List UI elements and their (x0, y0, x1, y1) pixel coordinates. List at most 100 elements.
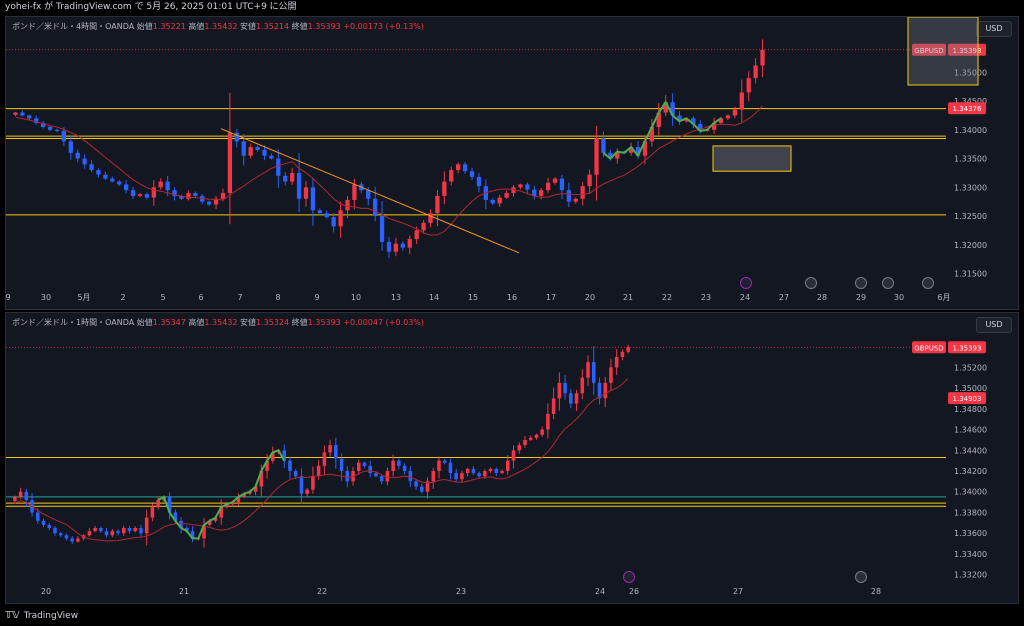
x-tick-label: 13 (391, 293, 401, 302)
price-marker-tag-bg (948, 102, 986, 115)
candle (339, 458, 344, 471)
candle (397, 460, 401, 466)
candle (684, 118, 689, 122)
x-tick-label: 30 (41, 293, 51, 302)
currency-button[interactable]: USD (976, 317, 1012, 333)
candle (127, 528, 132, 532)
candle (269, 155, 274, 159)
candle (234, 132, 239, 142)
candle (179, 520, 183, 529)
candle (425, 481, 430, 492)
candle (53, 528, 57, 534)
x-tick-label: 9 (6, 293, 11, 302)
candle (13, 496, 17, 502)
y-tick-label: 1.34000 (954, 126, 987, 135)
y-tick-label: 1.33200 (954, 571, 987, 580)
candle (379, 216, 385, 242)
y-tick-label: 1.33600 (954, 529, 987, 538)
candle (236, 496, 241, 503)
candle (476, 176, 482, 187)
candle (328, 445, 332, 453)
candle (374, 473, 378, 477)
last-price-tag-bg (948, 341, 986, 354)
y-tick-label: 1.34500 (954, 97, 987, 106)
candle (532, 189, 537, 196)
candle (460, 473, 464, 480)
candle (635, 147, 641, 156)
candle (137, 194, 143, 196)
candle (338, 210, 343, 227)
candle (64, 535, 69, 539)
candle (391, 460, 395, 471)
lightning-icon (740, 277, 752, 289)
candle (505, 460, 510, 471)
candle (47, 524, 52, 529)
price-chart-1h[interactable]: 1.35200 1.35000 1.34800 1.34600 1.34400 1.342… (6, 313, 1018, 603)
candle (82, 158, 87, 165)
x-tick-label: 27 (733, 587, 743, 596)
candle (36, 512, 40, 521)
candle (20, 112, 25, 116)
candle (718, 118, 724, 123)
candle (190, 531, 195, 539)
y-tick-label: 1.33800 (954, 508, 987, 517)
y-tick-label: 1.35000 (954, 68, 987, 77)
us-flag-icon (855, 277, 867, 289)
candle (311, 476, 315, 490)
currency-button[interactable]: USD (976, 21, 1012, 37)
symbol-title: ポンド／米ドル・1時間・OANDA (12, 318, 135, 327)
candle (68, 141, 73, 153)
price-chart-4h[interactable]: 1.35000 1.34500 1.34000 1.33500 1.33000 1.325… (6, 17, 1018, 309)
published-header: yohei-fx が TradingView.com で 5月 26, 2025… (5, 2, 297, 12)
candle (574, 393, 579, 404)
candle (213, 517, 218, 521)
candle (534, 434, 539, 438)
footer-brand[interactable]: 𝕋𝕍 TradingView (5, 608, 78, 624)
candle (255, 147, 260, 150)
y-tick-label: 1.34200 (954, 467, 987, 476)
symbol-info-4h: ポンド／米ドル・4時間・OANDA 始値1.35221 高値1.35432 安値… (12, 22, 424, 31)
candle (677, 115, 682, 122)
x-tick-label: 10 (351, 293, 361, 302)
y-tick-label: 1.34800 (954, 405, 987, 414)
us-flag-icon (882, 277, 894, 289)
candle (303, 187, 309, 199)
x-tick-label: 29 (856, 293, 866, 302)
x-tick-label: 8 (275, 293, 280, 302)
candle (213, 198, 219, 205)
candle (99, 528, 103, 532)
candle (89, 164, 94, 171)
candle (202, 524, 206, 539)
x-tick-label: 2 (120, 293, 125, 302)
symbol-info-1h: ポンド／米ドル・1時間・OANDA 始値1.35347 高値1.35432 安値… (12, 318, 424, 327)
candle (442, 460, 447, 463)
chart-panel-4h[interactable]: ポンド／米ドル・4時間・OANDA 始値1.35221 高値1.35432 安値… (5, 16, 1019, 310)
chart-panel-1h[interactable]: ポンド／米ドル・1時間・OANDA 始値1.35347 高値1.35432 安値… (5, 312, 1019, 604)
candle (620, 351, 625, 357)
y-tick-label: 1.35200 (954, 363, 987, 372)
candle (241, 141, 246, 156)
candle (47, 126, 53, 130)
y-tick-label: 1.31500 (954, 270, 987, 279)
symbol-tag: GBPUSD (914, 344, 943, 352)
candle (557, 382, 562, 399)
candle (96, 170, 101, 175)
candle (408, 471, 413, 482)
x-tick-label: 6 (198, 293, 203, 302)
x-tick-label: 22 (662, 293, 672, 302)
x-tick-label: 28 (817, 293, 827, 302)
candle (711, 122, 717, 130)
candle (573, 198, 578, 202)
symbol-tag-bg (912, 43, 946, 56)
candle (615, 151, 620, 159)
y-tick-label: 1.33000 (954, 183, 987, 192)
candle (609, 367, 613, 383)
candle (545, 182, 551, 191)
x-tick-label: 23 (456, 587, 466, 596)
zone-box (907, 17, 979, 86)
candle (310, 187, 316, 211)
candle (586, 362, 590, 378)
candle (591, 362, 596, 383)
candle (207, 520, 212, 525)
candle (259, 471, 264, 487)
